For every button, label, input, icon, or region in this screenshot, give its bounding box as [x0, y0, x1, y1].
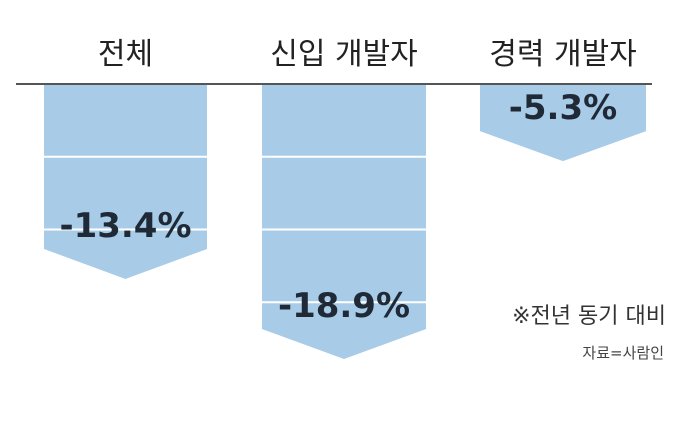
value-label-3: -5.3% — [509, 88, 617, 128]
comparison-note: ※전년 동기 대비 — [512, 304, 666, 329]
bar-2 — [262, 84, 426, 359]
category-label-1: 전체 — [98, 37, 153, 72]
bar-1 — [44, 84, 207, 279]
category-label-3: 경력 개발자 — [489, 37, 637, 72]
category-label-2: 신입 개발자 — [270, 37, 418, 72]
value-label-2: -18.9% — [278, 286, 410, 326]
source-note: 자료=사람인 — [582, 344, 664, 362]
value-label-1: -13.4% — [59, 206, 191, 246]
bar-3 — [480, 84, 646, 162]
